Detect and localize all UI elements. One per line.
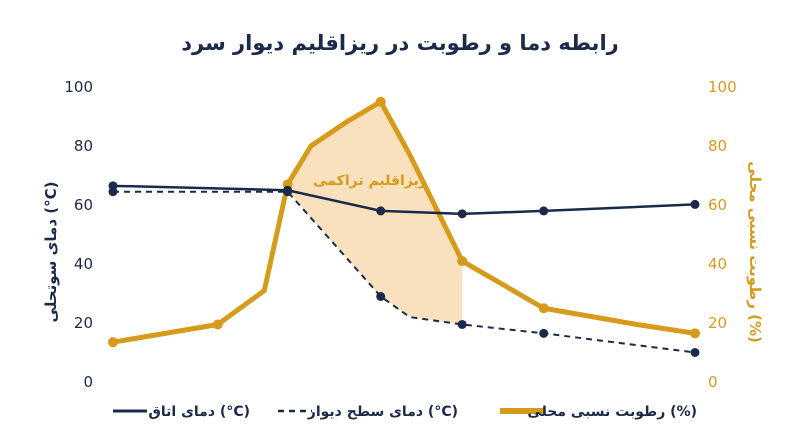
room-temperature-point: [690, 199, 700, 209]
wall-temperature-point: [539, 328, 549, 338]
humidity-point: [538, 303, 549, 314]
y-left-tick-label: 60: [74, 196, 93, 214]
humidity-point: [457, 256, 468, 267]
chart-title: رابطه دما و رطوبت در ریزاقلیم دیوار سرد: [181, 31, 618, 55]
y-left-tick-label: 100: [64, 78, 93, 96]
legend: دمای اتاق (°C) دمای سطح دیوار (°C) رطوبت…: [113, 404, 697, 420]
y-left-tick-label: 80: [74, 137, 93, 155]
humidity-point: [108, 337, 118, 348]
legend-label-room-temp: دمای اتاق (°C): [148, 404, 250, 420]
y-right-tick-label: 80: [708, 137, 727, 155]
y-right-tick-label: 0: [708, 373, 718, 391]
room-temperature-point: [108, 181, 118, 191]
y-right-tick-label: 100: [708, 78, 737, 96]
y-left-tick-label: 0: [83, 373, 93, 391]
legend-label-wall-temp: دمای سطح دیوار (°C): [307, 404, 458, 420]
y-right-tick-label: 20: [708, 314, 727, 332]
room-temperature-point: [376, 206, 386, 216]
wall-temperature-point: [376, 291, 386, 301]
room-temperature-line: [112, 184, 696, 216]
wall-temperature-point: [690, 348, 700, 357]
humidity-point: [690, 328, 700, 339]
y-right-tick-label: 60: [708, 196, 727, 214]
humidity-point: [375, 96, 386, 107]
condensation-zone-shading: [287, 101, 463, 325]
humidity-point: [212, 319, 223, 330]
y-axis-right-title: رطوبت نسبی محلی (%): [746, 161, 764, 343]
y-axis-left-title: دمای سوتحلی (°C): [42, 182, 60, 323]
wall-temperature-point: [457, 319, 467, 329]
room-temperature-point: [457, 209, 467, 219]
y-left-tick-label: 40: [74, 255, 93, 273]
y-right-tick-label: 40: [708, 255, 727, 273]
condensation-zone-label: ریزاقلیم تراکمی: [313, 173, 427, 189]
room-temperature-point: [283, 185, 293, 195]
humidity-line: [110, 99, 698, 345]
legend-label-humidity: رطوبت نسبی محلی (%): [527, 404, 697, 420]
y-left-tick-label: 20: [74, 314, 93, 332]
room-temperature-point: [539, 206, 549, 216]
